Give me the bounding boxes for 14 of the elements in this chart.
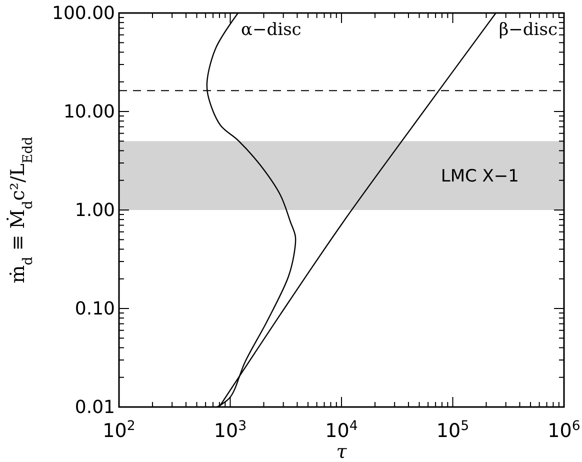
- x-tick-label: 10$^{5}$: [436, 418, 470, 442]
- x-tick-label: 10$^{4}$: [325, 418, 358, 442]
- legend-label: β−disc: [498, 20, 558, 40]
- y-tick-label: 100.00: [52, 3, 115, 24]
- x-tick-label: 10$^{3}$: [214, 418, 247, 442]
- x-tick-label: 10$^{6}$: [548, 418, 580, 442]
- y-tick-label: 0.10: [74, 298, 115, 320]
- x-tick-label: 10$^{2}$: [102, 418, 136, 442]
- series-label: α−disc: [241, 20, 302, 40]
- x-axis-title: τ: [336, 441, 348, 462]
- y-tick-label: 10.00: [63, 102, 115, 122]
- y-tick-label: 0.01: [74, 397, 115, 418]
- y-tick-label: 1.00: [74, 200, 115, 221]
- band-label: LMC X−1: [440, 166, 519, 187]
